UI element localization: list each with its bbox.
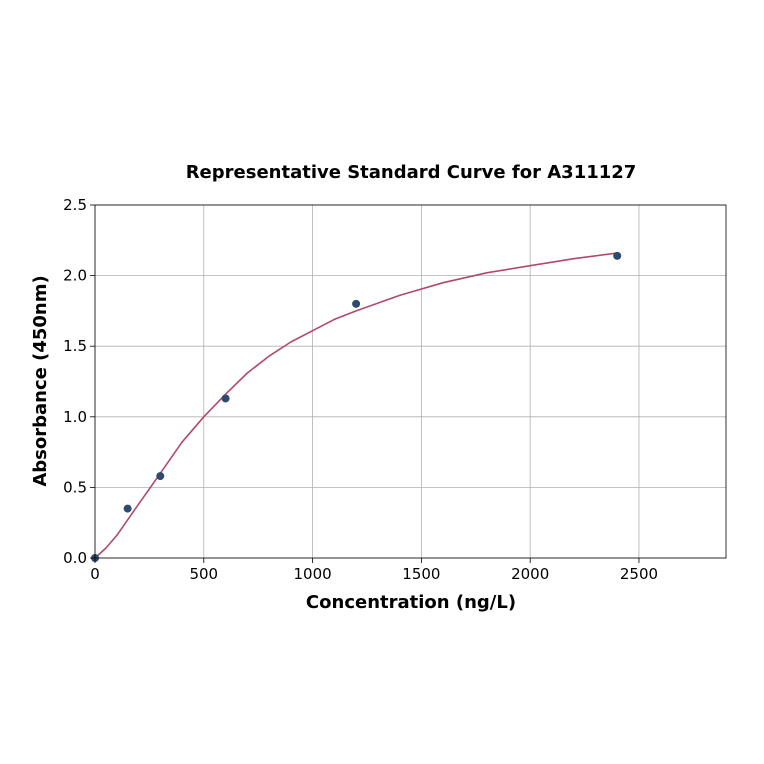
plot-frame xyxy=(94,204,727,559)
y-tick-label: 1.0 xyxy=(63,408,87,426)
y-tick-label: 2.0 xyxy=(63,267,87,285)
x-axis-ticks: 0 500 1000 1500 2000 2500 xyxy=(90,558,658,583)
y-tick-label: 1.5 xyxy=(63,337,87,355)
x-tick-label: 2000 xyxy=(511,565,549,583)
fit-curve-layer xyxy=(94,252,618,559)
fit-curve-line xyxy=(94,252,618,559)
x-axis-label: Concentration (ng/L) xyxy=(306,592,516,613)
data-point xyxy=(156,472,165,481)
x-tick-label: 0 xyxy=(90,565,100,583)
y-tick-label: 0.0 xyxy=(63,549,87,567)
data-point xyxy=(352,299,361,308)
data-point xyxy=(123,504,132,513)
x-tick-label: 1500 xyxy=(402,565,440,583)
grid-lines xyxy=(94,204,726,559)
x-tick-label: 1000 xyxy=(293,565,331,583)
y-tick-label: 0.5 xyxy=(63,478,87,496)
y-axis-ticks: 0.0 0.5 1.0 1.5 2.0 2.5 xyxy=(63,196,95,567)
data-points-layer xyxy=(91,251,622,562)
y-axis-label: Absorbance (450nm) xyxy=(30,275,51,486)
chart-title: Representative Standard Curve for A31112… xyxy=(186,162,637,183)
x-tick-label: 500 xyxy=(189,565,218,583)
data-point xyxy=(613,251,622,260)
x-tick-label: 2500 xyxy=(620,565,658,583)
data-point xyxy=(221,394,230,403)
y-tick-label: 2.5 xyxy=(63,196,87,214)
